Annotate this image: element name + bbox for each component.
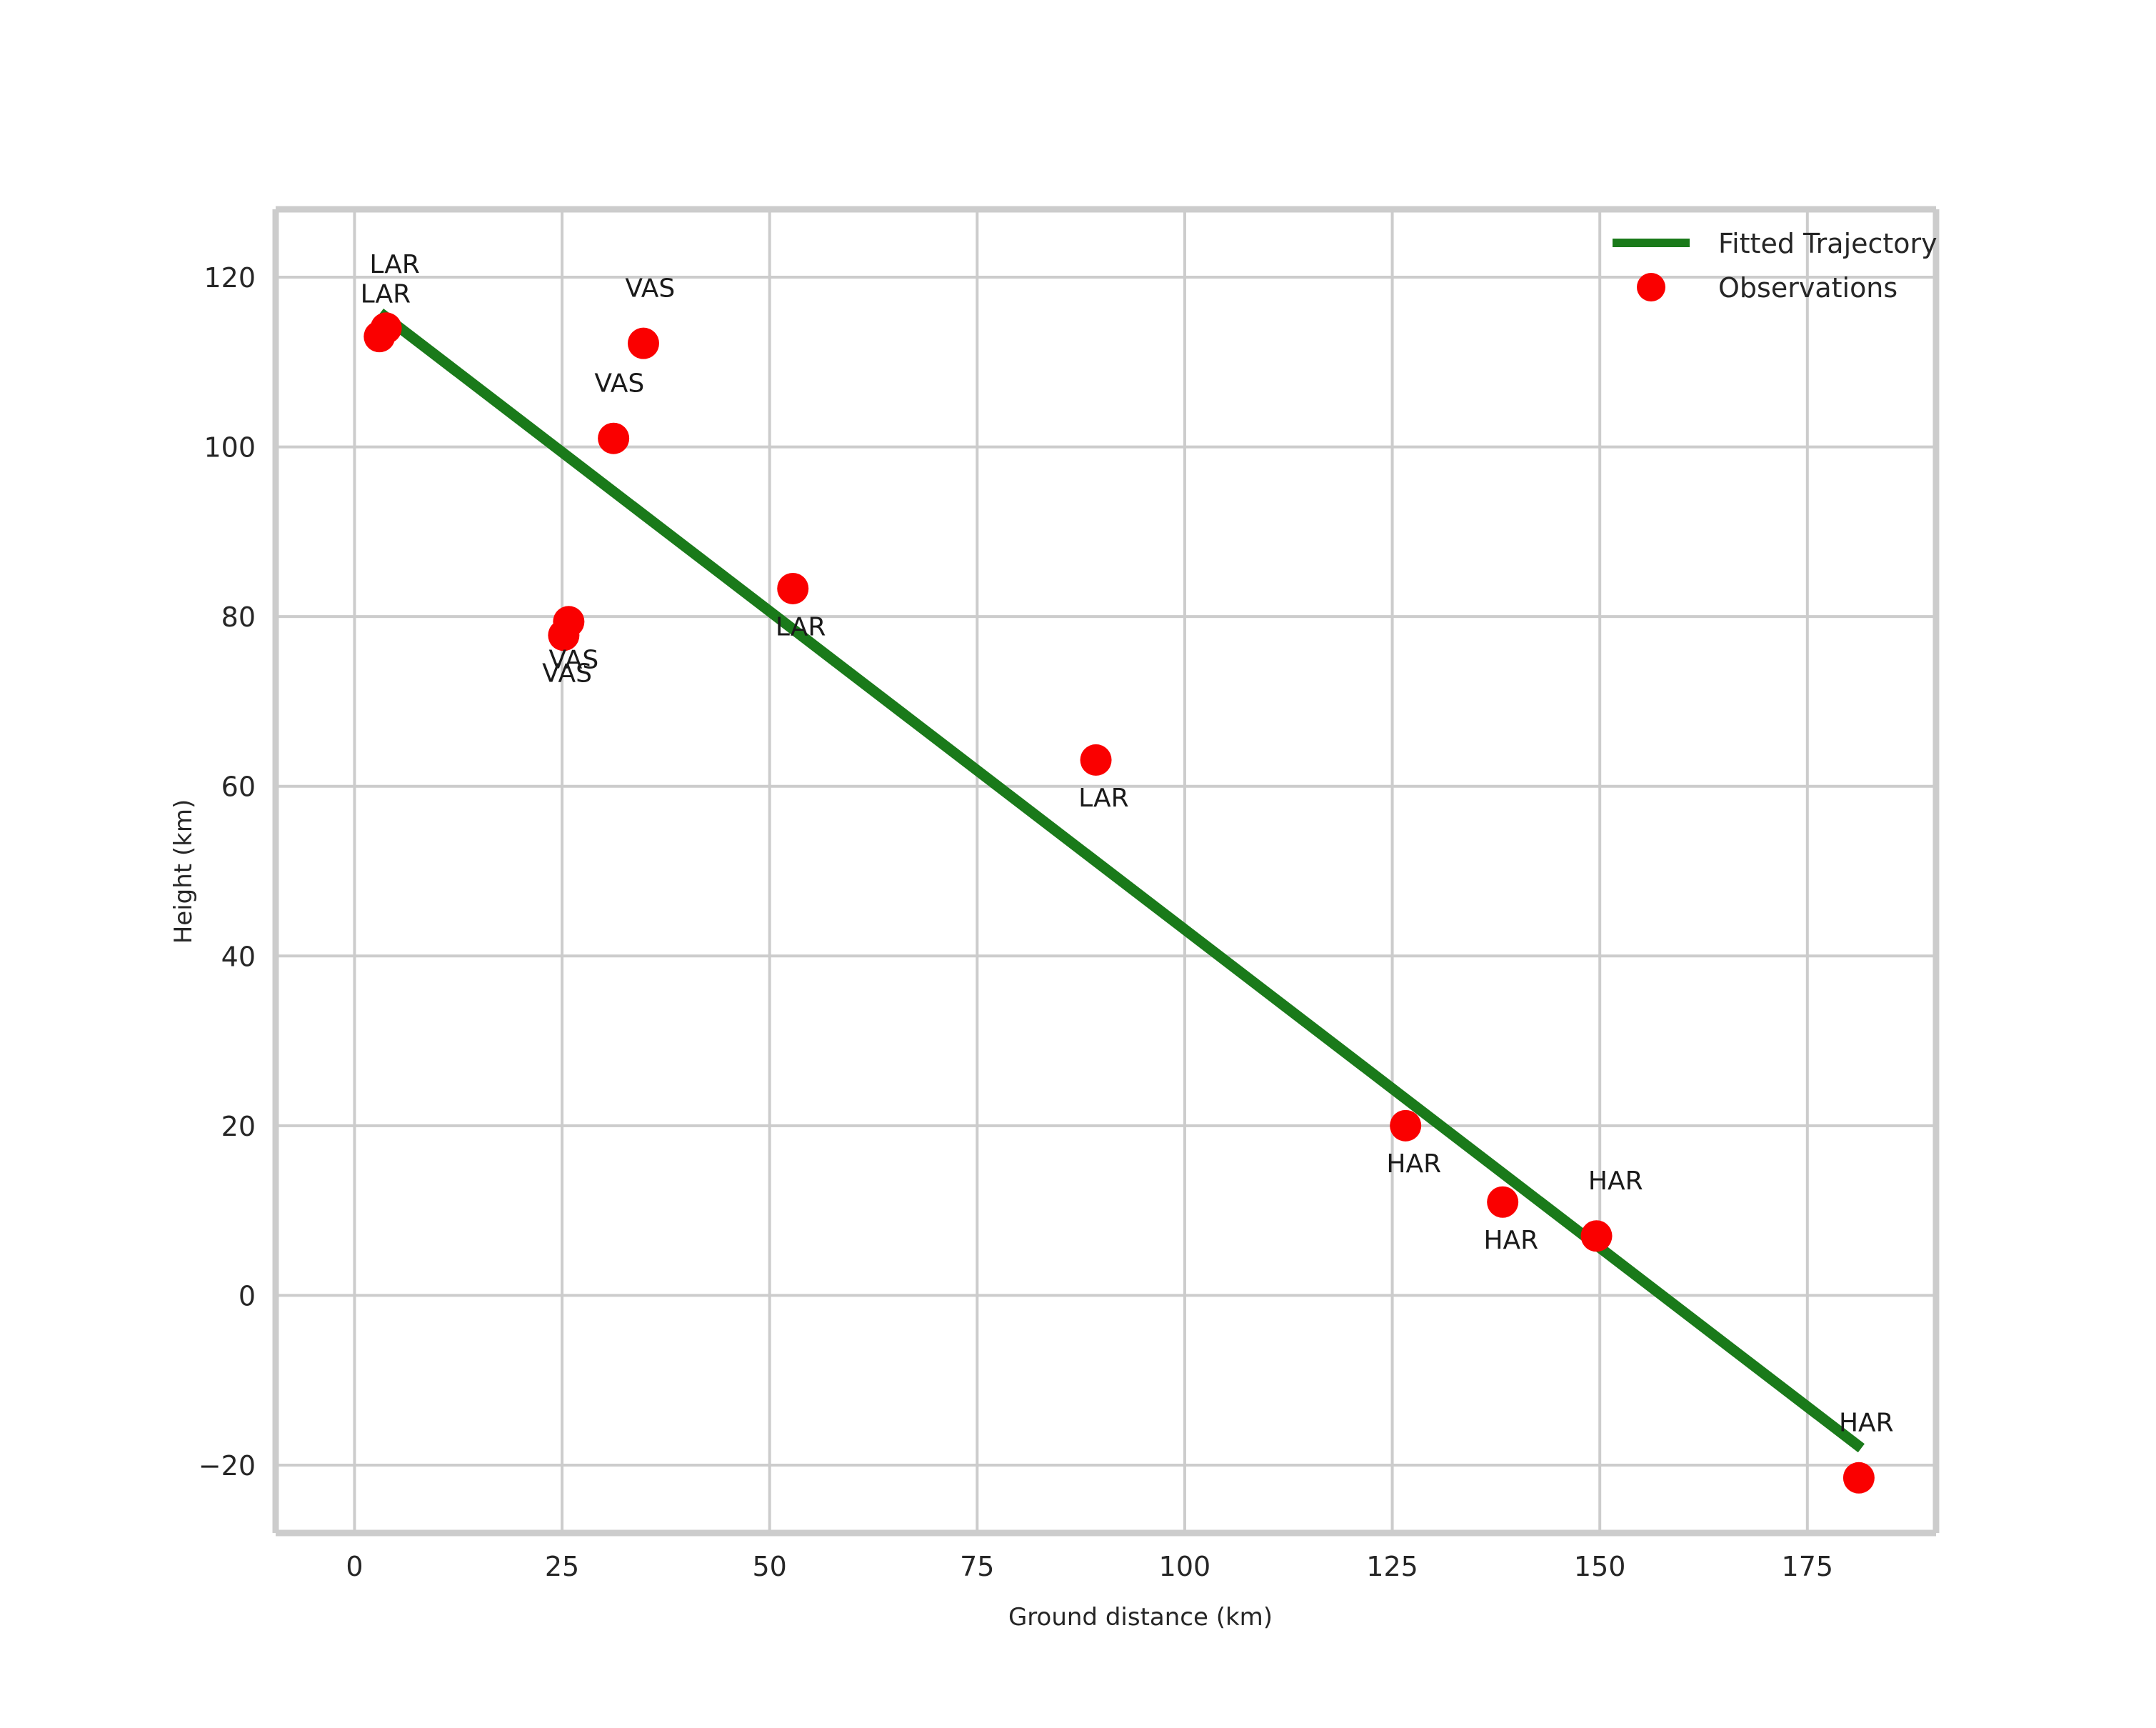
x-axis-label: Ground distance (km) bbox=[1008, 1603, 1273, 1632]
y-tick-label: 0 bbox=[239, 1280, 256, 1312]
observation-label: LAR bbox=[776, 612, 826, 641]
x-tick-label: 75 bbox=[960, 1551, 994, 1582]
x-tick-label: 125 bbox=[1366, 1551, 1418, 1582]
observation-markers bbox=[363, 312, 1875, 1494]
observation-marker bbox=[548, 619, 580, 651]
y-tick-label: 20 bbox=[221, 1111, 256, 1142]
observation-label: HAR bbox=[1839, 1408, 1894, 1437]
observation-label: VAS bbox=[548, 646, 598, 675]
observation-label: VAS bbox=[542, 659, 592, 689]
observation-label: VAS bbox=[625, 274, 675, 303]
x-tick-label: 175 bbox=[1782, 1551, 1834, 1582]
observation-marker bbox=[777, 572, 809, 604]
observation-label: LAR bbox=[361, 280, 411, 309]
observation-label: HAR bbox=[1588, 1167, 1643, 1196]
x-tick-label: 50 bbox=[753, 1551, 787, 1582]
x-tick-label: 100 bbox=[1159, 1551, 1211, 1582]
observation-marker bbox=[1842, 1462, 1875, 1494]
observation-marker bbox=[1390, 1109, 1422, 1142]
x-tick-label: 150 bbox=[1574, 1551, 1626, 1582]
fitted-trajectory-line bbox=[376, 308, 1865, 1453]
axes-spines bbox=[272, 206, 1940, 1537]
legend: Fitted Trajectory Observations bbox=[1613, 228, 1937, 304]
y-tick-label: 100 bbox=[204, 432, 256, 464]
observation-marker bbox=[598, 422, 630, 454]
y-axis-tick-labels: −20 0 20 40 60 80 100 120 bbox=[199, 262, 256, 1482]
x-tick-label: 0 bbox=[346, 1551, 363, 1582]
observation-marker bbox=[1080, 744, 1112, 776]
y-tick-label: 40 bbox=[221, 941, 256, 972]
legend-entry-label: Fitted Trajectory bbox=[1718, 228, 1937, 259]
observation-marker bbox=[1487, 1186, 1519, 1218]
y-tick-label: 60 bbox=[221, 771, 256, 803]
observation-label: LAR bbox=[1078, 784, 1129, 813]
y-tick-label: 80 bbox=[221, 601, 256, 633]
legend-entry-label: Observations bbox=[1718, 272, 1897, 304]
y-tick-label: 120 bbox=[204, 262, 256, 294]
legend-marker-swatch bbox=[1637, 273, 1665, 301]
observation-label: LAR bbox=[369, 250, 420, 279]
observation-label: VAS bbox=[594, 369, 644, 398]
x-axis-tick-labels: 0 25 50 75 100 125 150 175 bbox=[346, 1551, 1833, 1582]
observation-marker bbox=[1580, 1220, 1613, 1252]
observation-label: HAR bbox=[1386, 1149, 1441, 1179]
observation-marker bbox=[363, 321, 396, 353]
observation-marker bbox=[627, 327, 659, 359]
y-tick-label: −20 bbox=[199, 1450, 256, 1482]
observation-label: HAR bbox=[1483, 1226, 1538, 1255]
fitted-trajectory-path bbox=[376, 308, 1865, 1453]
y-axis-label: Height (km) bbox=[169, 799, 198, 944]
x-tick-label: 25 bbox=[545, 1551, 579, 1582]
